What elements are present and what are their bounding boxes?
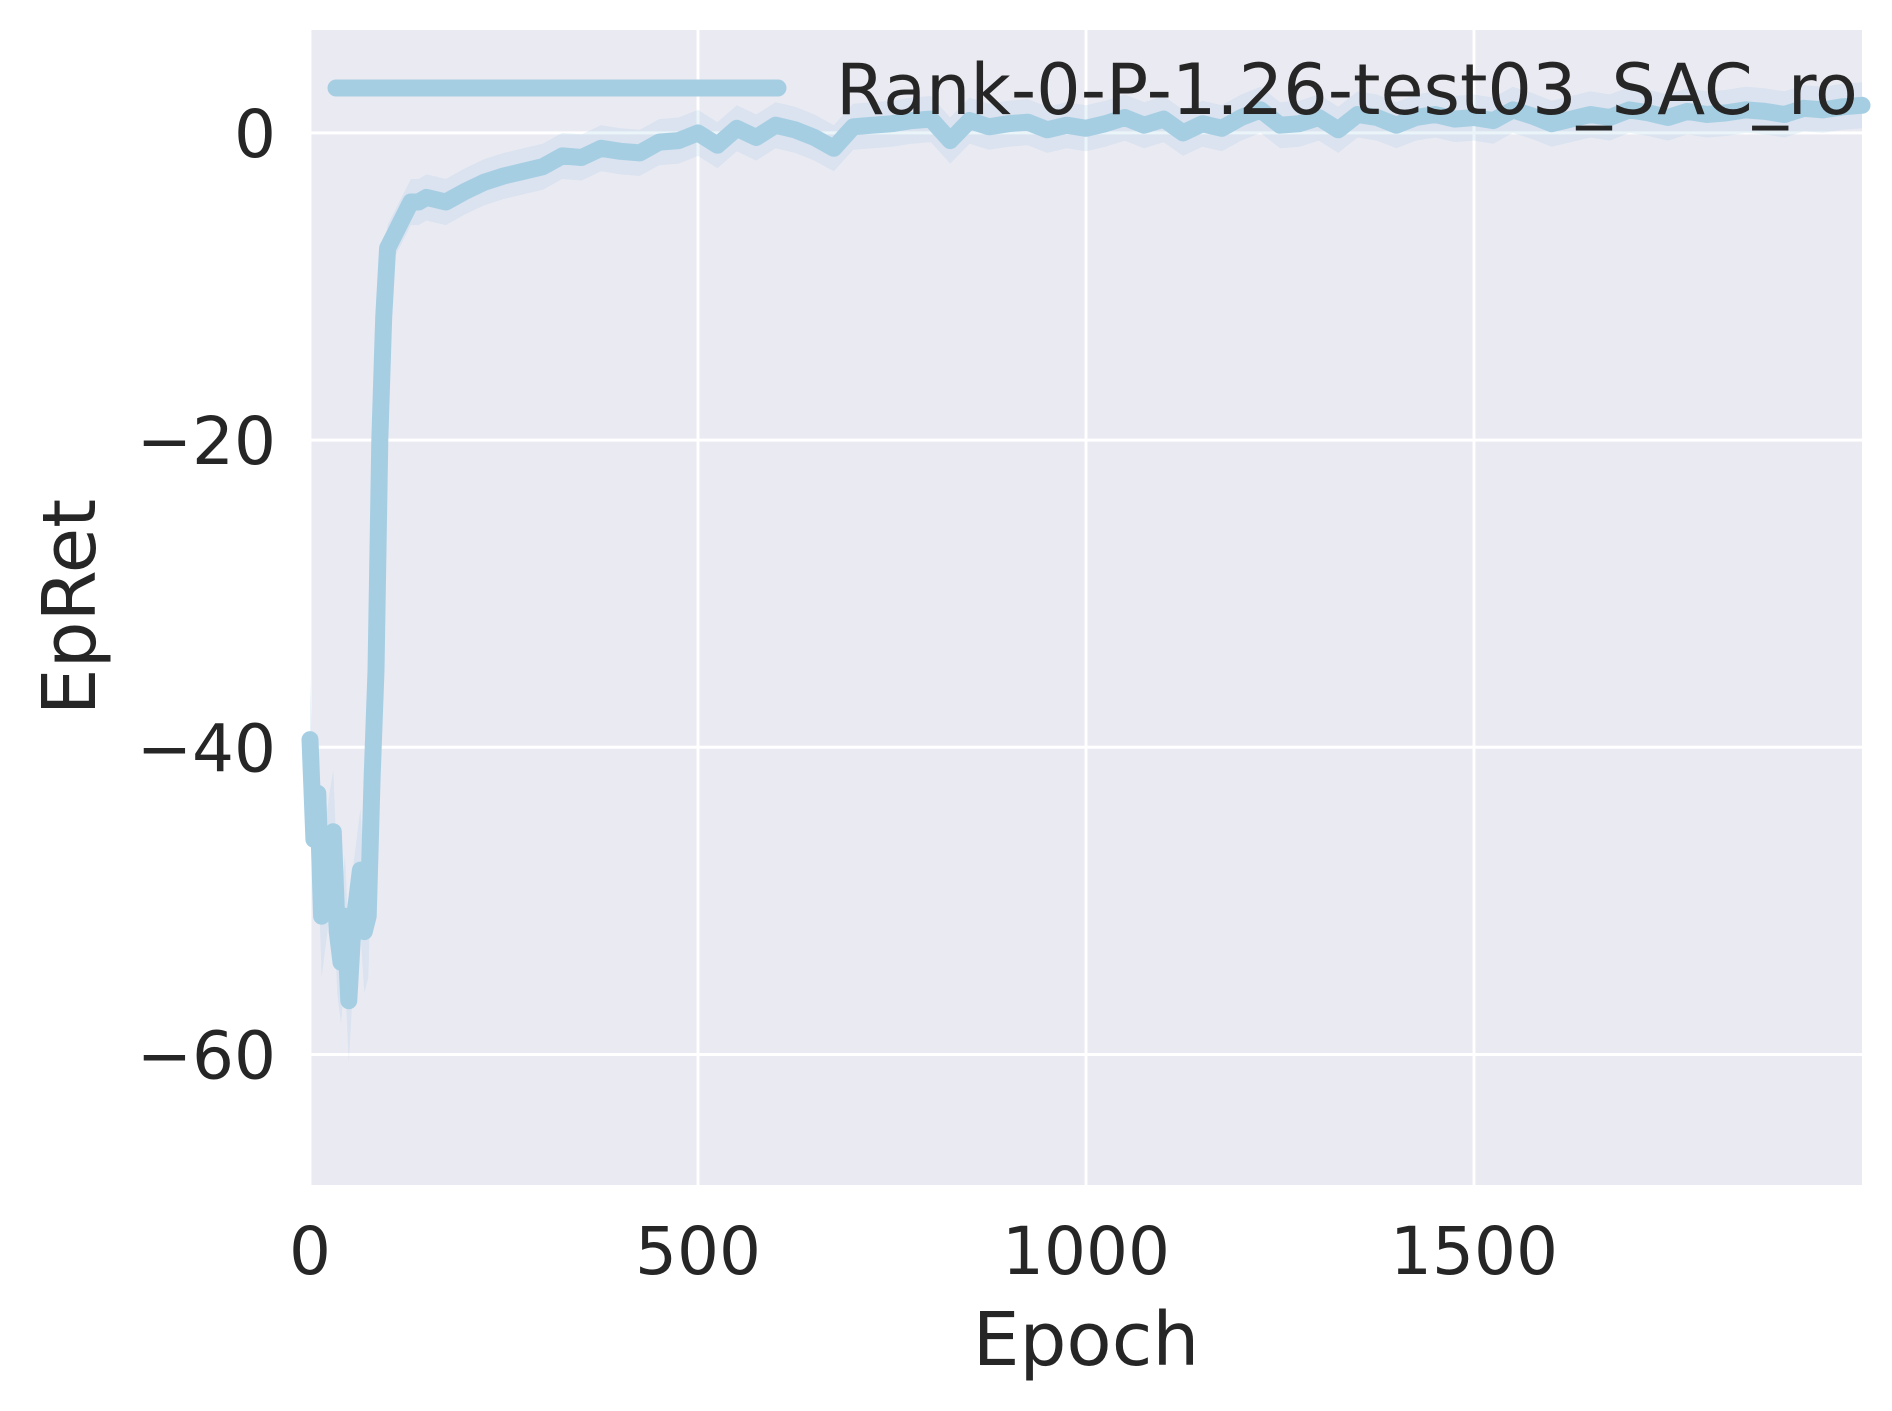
legend: Rank-0-P-1.26-test03_SAC_ro <box>327 49 1858 131</box>
y-tick-label: 0 <box>234 96 276 173</box>
y-tick-label: −20 <box>137 403 276 480</box>
x-tick-label: 0 <box>289 1213 331 1290</box>
y-axis-label: EpRet <box>27 499 113 715</box>
grid <box>308 30 1862 1185</box>
y-tick-label: −60 <box>137 1017 276 1094</box>
x-axis-label: Epoch <box>973 1297 1200 1383</box>
series-band <box>310 82 1862 1063</box>
x-tick-label: 500 <box>635 1213 761 1290</box>
x-tick-label: 1500 <box>1390 1213 1558 1290</box>
x-tick-label: 1000 <box>1002 1213 1170 1290</box>
variance-band <box>310 82 1862 1063</box>
series-lines <box>301 96 1871 1010</box>
legend-label: Rank-0-P-1.26-test03_SAC_ro <box>836 49 1858 131</box>
series-line <box>301 96 1871 1010</box>
y-tick-label: −40 <box>137 710 276 787</box>
x-axis-ticks: 0 500 1000 1500 <box>289 1213 1558 1290</box>
y-axis-ticks: −60 −40 −20 0 <box>137 96 276 1095</box>
